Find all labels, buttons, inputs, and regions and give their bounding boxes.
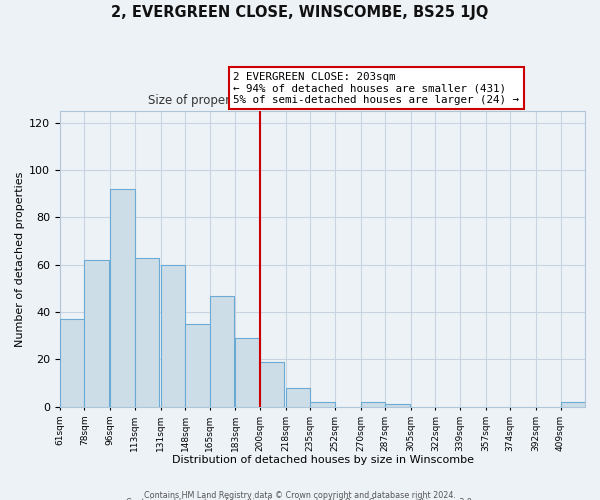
Bar — [310, 402, 335, 407]
Text: Contains HM Land Registry data © Crown copyright and database right 2024.: Contains HM Land Registry data © Crown c… — [144, 490, 456, 500]
Text: 2, EVERGREEN CLOSE, WINSCOMBE, BS25 1JQ: 2, EVERGREEN CLOSE, WINSCOMBE, BS25 1JQ — [112, 5, 488, 20]
Text: 2 EVERGREEN CLOSE: 203sqm
← 94% of detached houses are smaller (431)
5% of semi-: 2 EVERGREEN CLOSE: 203sqm ← 94% of detac… — [233, 72, 519, 105]
Bar — [85, 260, 109, 407]
Bar — [286, 388, 310, 407]
Bar — [161, 265, 185, 407]
Bar — [60, 319, 85, 407]
Bar — [235, 338, 260, 407]
Bar — [560, 402, 585, 407]
Bar — [385, 404, 410, 407]
X-axis label: Distribution of detached houses by size in Winscombe: Distribution of detached houses by size … — [172, 455, 473, 465]
Title: Size of property relative to detached houses in Winscombe: Size of property relative to detached ho… — [148, 94, 497, 107]
Bar — [260, 362, 284, 407]
Y-axis label: Number of detached properties: Number of detached properties — [15, 171, 25, 346]
Bar — [185, 324, 209, 407]
Text: Contains public sector information licensed under the Open Government Licence v3: Contains public sector information licen… — [126, 498, 474, 500]
Bar — [110, 189, 135, 407]
Bar — [135, 258, 159, 407]
Bar — [209, 296, 234, 407]
Bar — [361, 402, 385, 407]
